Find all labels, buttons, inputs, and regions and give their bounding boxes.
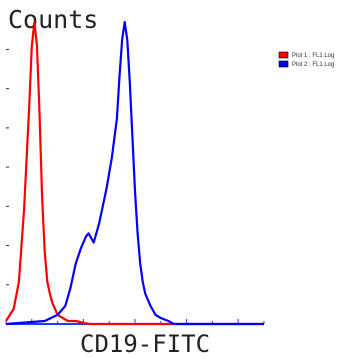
y-axis-ticks <box>6 48 9 286</box>
series-line-plot-2 <box>5 20 264 326</box>
legend-label-plot-2: Plot 2 : FL1 Log <box>292 62 334 68</box>
legend: Plot 1 : FL1 Log Plot 2 : FL1 Log <box>278 51 334 68</box>
legend-swatch-plot-1 <box>278 51 289 59</box>
legend-label-plot-1: Plot 1 : FL1 Log <box>292 53 334 59</box>
x-axis-label: CD19-FITC <box>80 330 210 358</box>
y-axis-label: Counts <box>8 5 98 34</box>
series-line-plot-1 <box>5 20 264 326</box>
legend-swatch-plot-2 <box>278 60 289 68</box>
series-layer <box>5 20 264 326</box>
